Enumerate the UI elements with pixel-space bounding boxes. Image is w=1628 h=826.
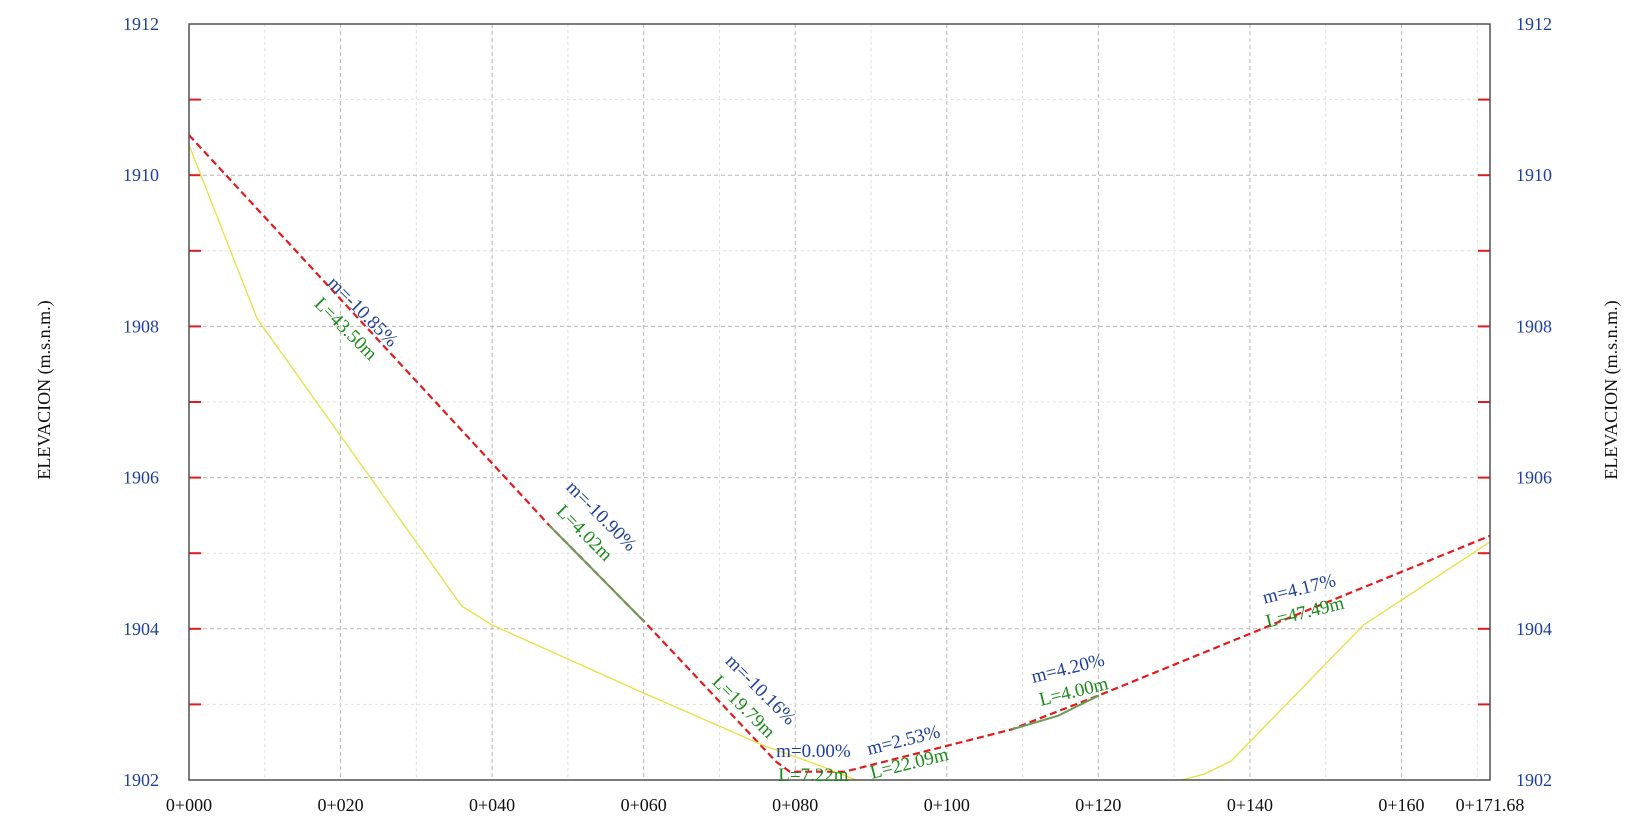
segment-annotation: m=4.17%L=47.49m [1260, 570, 1346, 632]
series-line-1 [188, 144, 857, 781]
x-tick-label: 0+140 [1227, 795, 1273, 815]
y-tick-label-left: 1902 [123, 770, 159, 790]
x-tick-label: 0+080 [772, 795, 818, 815]
y-tick-labels-right: 1902 1904 1906 1908 1910 1912 [1516, 14, 1552, 790]
y-tick-label-right: 1910 [1516, 165, 1552, 185]
segment-annotations: m=-10.85%L=43.50m m=-10.90%L=4.02m m=-10.1… [310, 273, 1347, 786]
y-axis-title-right: ELEVACION (m.s.n.m.) [1601, 300, 1622, 479]
segment-annotation: m=4.20%L=4.00m [1029, 649, 1110, 710]
y-tick-label-left: 1908 [123, 316, 159, 336]
segment-annotation: m=0.00% L=7.22m [776, 741, 851, 786]
x-tick-label: 0+171.68 [1456, 795, 1525, 815]
y-tick-label-left: 1904 [123, 619, 159, 639]
series-line-2 [1181, 541, 1491, 781]
series-line-0 [188, 134, 1491, 773]
plot-frame [188, 23, 1491, 781]
profile-lines [188, 134, 1491, 781]
x-tick-label: 0+000 [166, 795, 212, 815]
series-line-3 [548, 524, 646, 623]
y-tick-label-left: 1912 [123, 14, 159, 34]
x-tick-label: 0+100 [924, 795, 970, 815]
x-tick-label: 0+060 [621, 795, 667, 815]
y-axis-title-left: ELEVACION (m.s.n.m.) [34, 300, 55, 479]
segment-annotation: m=-10.90%L=4.02m [552, 477, 641, 566]
x-tick-label: 0+160 [1378, 795, 1424, 815]
segment-annotation: m=-10.85%L=43.50m [310, 273, 402, 365]
y-tick-labels-left: 1902 1904 1906 1908 1910 1912 [123, 14, 159, 790]
segment-annotation: m=2.53%L=22.09m [865, 721, 951, 783]
y-tick-label-right: 1912 [1516, 14, 1552, 34]
y-tick-label-right: 1908 [1516, 316, 1552, 336]
y-tick-label-right: 1906 [1516, 468, 1552, 488]
y-tick-label-left: 1910 [123, 165, 159, 185]
side-tick-marks [189, 98, 1490, 706]
grid-lines [189, 24, 1490, 780]
slope-label: m=0.00% [776, 741, 851, 762]
x-tick-labels: 0+000 0+020 0+040 0+060 0+080 0+100 0+120 0+140… [166, 795, 1524, 815]
segment-annotation: m=-10.16%L=19.79m [708, 651, 800, 743]
x-tick-label: 0+020 [317, 795, 363, 815]
y-tick-label-right: 1904 [1516, 619, 1552, 639]
x-tick-label: 0+120 [1075, 795, 1121, 815]
y-tick-label-right: 1902 [1516, 770, 1552, 790]
series-line-4 [1011, 694, 1100, 731]
y-tick-label-left: 1906 [123, 468, 159, 488]
length-label: L=7.22m [778, 765, 849, 786]
x-tick-label: 0+040 [469, 795, 515, 815]
